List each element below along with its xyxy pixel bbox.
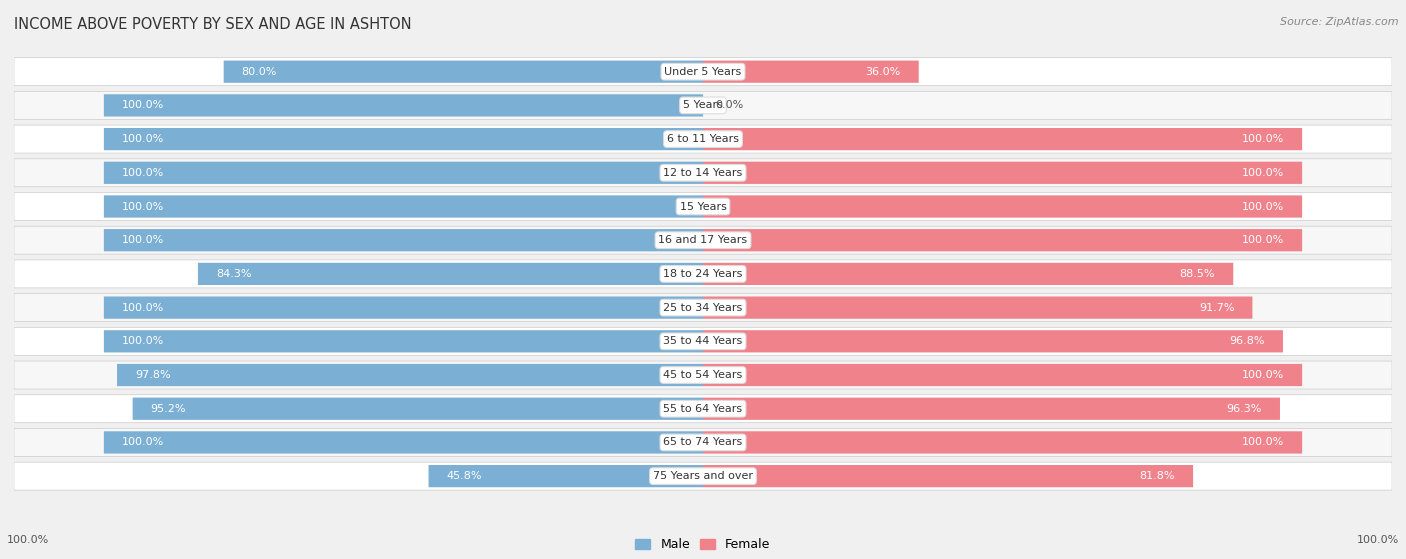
FancyBboxPatch shape: [703, 263, 1233, 285]
Text: 88.5%: 88.5%: [1180, 269, 1215, 279]
Text: 100.0%: 100.0%: [122, 201, 165, 211]
Text: 100.0%: 100.0%: [122, 337, 165, 347]
Text: 100.0%: 100.0%: [1357, 535, 1399, 545]
FancyBboxPatch shape: [703, 432, 1302, 453]
FancyBboxPatch shape: [224, 60, 703, 83]
Text: 36.0%: 36.0%: [866, 67, 901, 77]
Text: 100.0%: 100.0%: [122, 302, 165, 312]
Text: 91.7%: 91.7%: [1199, 302, 1234, 312]
Text: 97.8%: 97.8%: [135, 370, 170, 380]
FancyBboxPatch shape: [14, 125, 1392, 153]
FancyBboxPatch shape: [104, 196, 703, 217]
FancyBboxPatch shape: [703, 465, 1194, 487]
Text: 100.0%: 100.0%: [1241, 235, 1284, 245]
FancyBboxPatch shape: [703, 296, 1253, 319]
Text: 100.0%: 100.0%: [122, 235, 165, 245]
Text: 25 to 34 Years: 25 to 34 Years: [664, 302, 742, 312]
Text: 5 Years: 5 Years: [683, 101, 723, 110]
FancyBboxPatch shape: [14, 395, 1392, 423]
Text: 12 to 14 Years: 12 to 14 Years: [664, 168, 742, 178]
FancyBboxPatch shape: [14, 58, 1392, 86]
Text: 45.8%: 45.8%: [447, 471, 482, 481]
Text: 16 and 17 Years: 16 and 17 Years: [658, 235, 748, 245]
FancyBboxPatch shape: [703, 364, 1302, 386]
FancyBboxPatch shape: [703, 397, 1279, 420]
Text: 100.0%: 100.0%: [1241, 370, 1284, 380]
FancyBboxPatch shape: [703, 128, 1302, 150]
Text: 100.0%: 100.0%: [7, 535, 49, 545]
FancyBboxPatch shape: [104, 162, 703, 184]
Text: 80.0%: 80.0%: [242, 67, 277, 77]
Text: Source: ZipAtlas.com: Source: ZipAtlas.com: [1281, 17, 1399, 27]
FancyBboxPatch shape: [14, 92, 1392, 120]
Text: Under 5 Years: Under 5 Years: [665, 67, 741, 77]
Text: INCOME ABOVE POVERTY BY SEX AND AGE IN ASHTON: INCOME ABOVE POVERTY BY SEX AND AGE IN A…: [14, 17, 412, 32]
Text: 65 to 74 Years: 65 to 74 Years: [664, 438, 742, 447]
Text: 6 to 11 Years: 6 to 11 Years: [666, 134, 740, 144]
Text: 100.0%: 100.0%: [1241, 134, 1284, 144]
FancyBboxPatch shape: [14, 293, 1392, 321]
FancyBboxPatch shape: [104, 432, 703, 453]
Text: 100.0%: 100.0%: [1241, 168, 1284, 178]
FancyBboxPatch shape: [14, 328, 1392, 356]
FancyBboxPatch shape: [14, 260, 1392, 288]
Text: 84.3%: 84.3%: [217, 269, 252, 279]
Text: 18 to 24 Years: 18 to 24 Years: [664, 269, 742, 279]
Text: 81.8%: 81.8%: [1140, 471, 1175, 481]
FancyBboxPatch shape: [117, 364, 703, 386]
FancyBboxPatch shape: [429, 465, 703, 487]
Text: 75 Years and over: 75 Years and over: [652, 471, 754, 481]
FancyBboxPatch shape: [104, 296, 703, 319]
Text: 0.0%: 0.0%: [716, 101, 744, 110]
FancyBboxPatch shape: [104, 128, 703, 150]
Text: 100.0%: 100.0%: [1241, 438, 1284, 447]
FancyBboxPatch shape: [104, 94, 703, 116]
FancyBboxPatch shape: [14, 226, 1392, 254]
Text: 100.0%: 100.0%: [1241, 201, 1284, 211]
Legend: Male, Female: Male, Female: [630, 533, 776, 556]
Text: 100.0%: 100.0%: [122, 438, 165, 447]
FancyBboxPatch shape: [703, 196, 1302, 217]
FancyBboxPatch shape: [198, 263, 703, 285]
FancyBboxPatch shape: [703, 60, 918, 83]
FancyBboxPatch shape: [703, 229, 1302, 252]
Text: 100.0%: 100.0%: [122, 168, 165, 178]
FancyBboxPatch shape: [14, 192, 1392, 220]
FancyBboxPatch shape: [104, 330, 703, 352]
FancyBboxPatch shape: [132, 397, 703, 420]
Text: 55 to 64 Years: 55 to 64 Years: [664, 404, 742, 414]
Text: 96.8%: 96.8%: [1229, 337, 1265, 347]
FancyBboxPatch shape: [14, 428, 1392, 456]
FancyBboxPatch shape: [104, 229, 703, 252]
Text: 45 to 54 Years: 45 to 54 Years: [664, 370, 742, 380]
FancyBboxPatch shape: [14, 159, 1392, 187]
FancyBboxPatch shape: [703, 162, 1302, 184]
Text: 100.0%: 100.0%: [122, 134, 165, 144]
Text: 95.2%: 95.2%: [150, 404, 186, 414]
Text: 96.3%: 96.3%: [1226, 404, 1263, 414]
Text: 15 Years: 15 Years: [679, 201, 727, 211]
FancyBboxPatch shape: [703, 330, 1282, 352]
Text: 100.0%: 100.0%: [122, 101, 165, 110]
FancyBboxPatch shape: [14, 462, 1392, 490]
Text: 35 to 44 Years: 35 to 44 Years: [664, 337, 742, 347]
FancyBboxPatch shape: [14, 361, 1392, 389]
